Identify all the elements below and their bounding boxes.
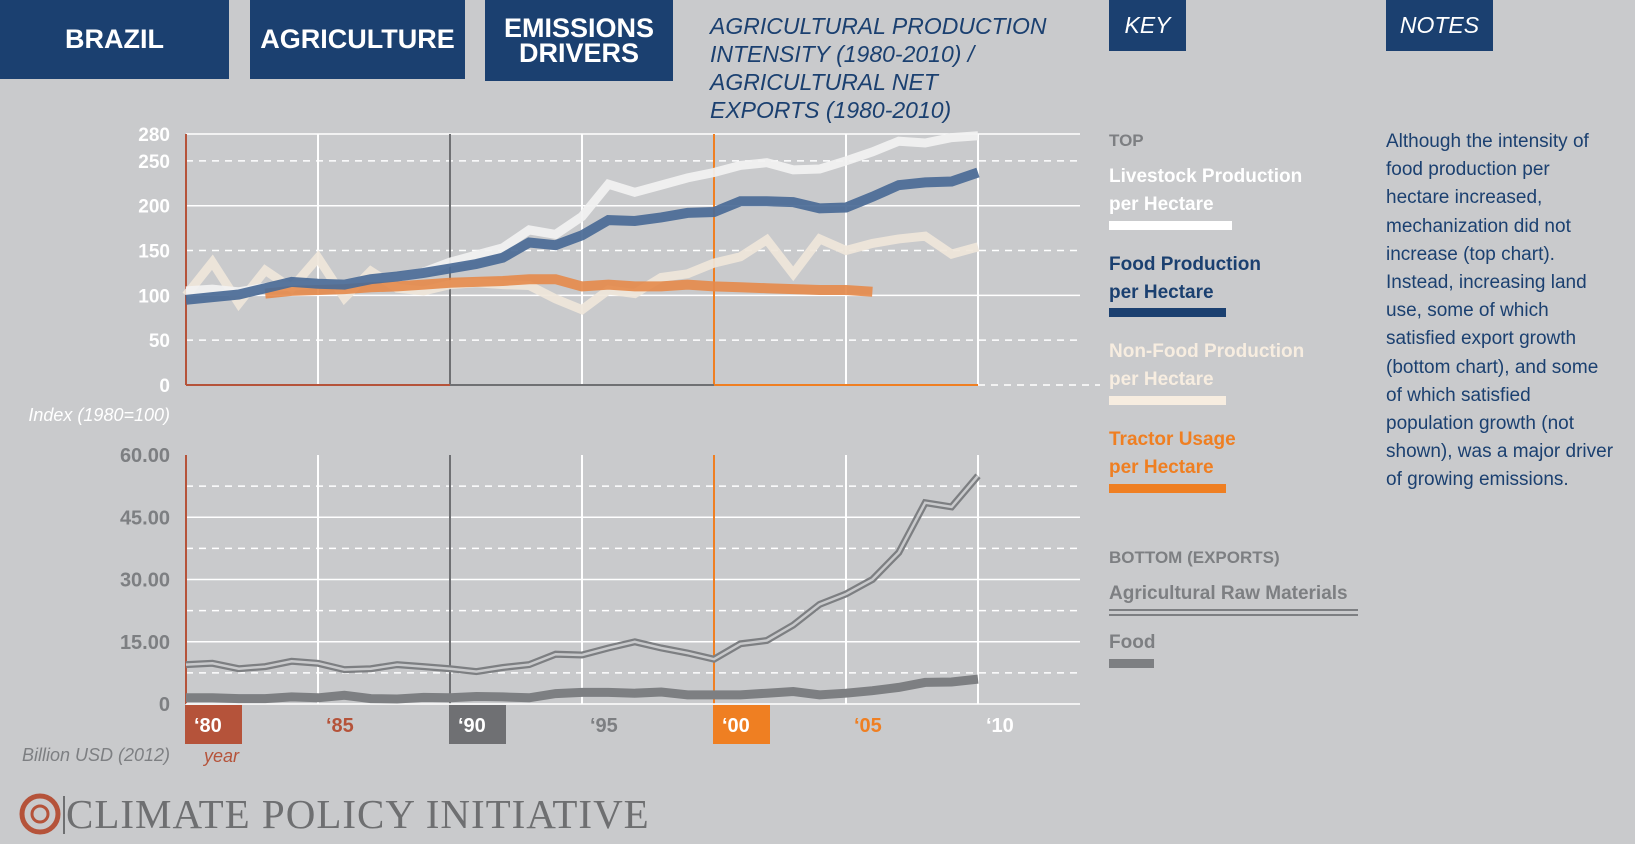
key-bottom-heading: BOTTOM (EXPORTS) [1109, 548, 1280, 567]
series-line-non-food-production-per-hectare [182, 231, 980, 315]
y-tick-label-top: 0 [159, 376, 170, 397]
key-top-heading: TOP [1109, 131, 1144, 150]
x-tick-highlight [713, 705, 770, 744]
y-axis-label-bottom: Billion USD (2012) [22, 745, 170, 765]
key-label-line1: Tractor Usage [1109, 429, 1236, 450]
x-tick-label: ‘95 [590, 715, 618, 737]
key-tab: KEY [1109, 0, 1186, 51]
notes-tab: NOTES [1386, 0, 1493, 51]
y-tick-label-bottom: 15.00 [120, 632, 170, 654]
y-axis-label-top: Index (1980=100) [28, 405, 170, 425]
x-tick-label: ‘00 [722, 715, 750, 737]
y-tick-label-top: 200 [138, 197, 170, 218]
x-tick-label: ‘80 [194, 715, 222, 737]
x-tick-highlight [449, 705, 506, 744]
x-tick-label: ‘90 [458, 715, 486, 737]
page-subtitle: AGRICULTURAL PRODUCTION INTENSITY (1980-… [710, 13, 1047, 123]
x-axis-label: year [202, 746, 240, 766]
y-tick-label-top: 100 [138, 286, 170, 307]
tab-topic: EMISSIONS DRIVERS [485, 0, 673, 81]
x-tick-label: ‘85 [326, 715, 354, 737]
charts-svg: 0 50 100 150 200 250 280 Index (1980=100) 0 15.00… [22, 125, 1100, 766]
key-label-line2: per Hectare [1109, 194, 1214, 215]
y-tick-label-top: 150 [138, 242, 170, 263]
key-swatch-food [1109, 308, 1226, 317]
key-item-food-exports: Food [1109, 632, 1156, 653]
x-tick-label: ‘10 [986, 715, 1014, 737]
key-item-raw-materials: Agricultural Raw Materials [1109, 583, 1348, 604]
y-tick-label-bottom: 45.00 [120, 507, 170, 529]
tab-country: BRAZIL [0, 0, 229, 79]
key-swatch-tractor [1109, 484, 1226, 493]
key-label-line1: Livestock Production [1109, 166, 1303, 187]
tab-topic-line2: DRIVERS [518, 37, 640, 68]
tab-sector: AGRICULTURE [250, 0, 465, 79]
key-item-food: Food Production per Hectare [1109, 251, 1261, 307]
key-swatch-food-exports [1109, 659, 1154, 668]
key-label-line1: Food Production [1109, 254, 1261, 275]
key-swatch-nonfood [1109, 396, 1226, 405]
key-swatch-raw-materials [1109, 609, 1358, 616]
y-tick-label-top: 250 [138, 152, 170, 173]
cpi-logo-icon [19, 793, 65, 835]
y-tick-label-top: 50 [149, 331, 170, 352]
y-tick-label-bottom: 0 [159, 694, 170, 716]
x-tick-highlight [185, 705, 242, 744]
series-line-agricultural-raw-materials-inner [185, 474, 979, 673]
key-label-line2: per Hectare [1109, 457, 1214, 478]
series-line-tractor-usage-per-hectare [264, 274, 873, 299]
series-line-food-exports [186, 674, 979, 704]
x-tick-label: ‘05 [854, 715, 882, 737]
notes-text: Although the intensity of food productio… [1386, 131, 1614, 491]
key-label-line1: Non-Food Production [1109, 341, 1305, 362]
y-tick-label-bottom: 60.00 [120, 445, 170, 467]
key-item-tractor: Tractor Usage per Hectare [1109, 426, 1236, 482]
tab-topic-line1: EMISSIONS [503, 12, 655, 43]
key-item-nonfood: Non-Food Production per Hectare [1109, 338, 1304, 394]
cpi-logo-text: CLIMATE POLICY INITIATIVE [66, 791, 650, 837]
cpi-logo: CLIMATE POLICY INITIATIVE [18, 790, 650, 838]
y-tick-label-bottom: 30.00 [120, 570, 170, 592]
series-line-food-production-per-hectare [185, 167, 980, 305]
key-item-livestock: Livestock Production per Hectare [1109, 163, 1302, 219]
key-swatch-livestock [1109, 221, 1232, 230]
y-tick-label-top: 280 [138, 125, 170, 146]
key-label-line2: per Hectare [1109, 369, 1214, 390]
key-label-line2: per Hectare [1109, 282, 1214, 303]
